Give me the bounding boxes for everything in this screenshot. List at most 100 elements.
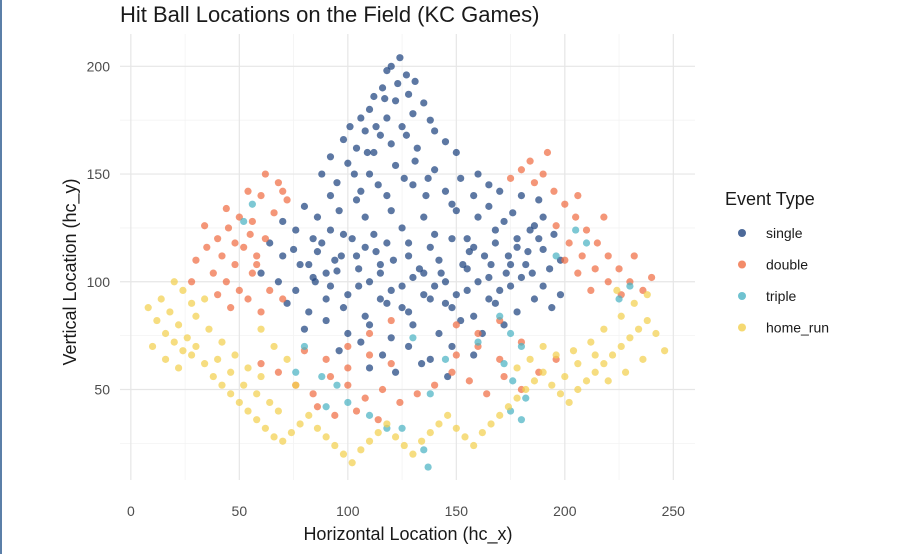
point-single bbox=[383, 114, 391, 122]
point-single bbox=[517, 191, 526, 200]
point-triple bbox=[517, 416, 526, 424]
point-single bbox=[365, 364, 374, 372]
legend-label-home-run: home_run bbox=[766, 320, 829, 336]
point-single bbox=[339, 135, 348, 144]
point-single bbox=[409, 321, 417, 329]
point-single bbox=[376, 295, 384, 303]
point-double bbox=[561, 200, 569, 208]
point-single bbox=[522, 260, 530, 269]
point-home-run bbox=[166, 308, 174, 316]
point-double bbox=[244, 295, 252, 303]
chart-title: Hit Ball Locations on the Field (KC Game… bbox=[120, 2, 539, 27]
point-single bbox=[474, 278, 482, 286]
point-single bbox=[387, 140, 395, 148]
point-triple bbox=[322, 403, 330, 411]
point-triple bbox=[248, 200, 256, 208]
point-home-run bbox=[383, 420, 391, 428]
point-single bbox=[305, 308, 313, 316]
point-home-run bbox=[613, 286, 621, 294]
point-home-run bbox=[587, 338, 595, 346]
point-single bbox=[402, 71, 411, 79]
point-home-run bbox=[287, 428, 296, 437]
point-home-run bbox=[569, 347, 578, 355]
point-home-run bbox=[257, 372, 265, 381]
point-triple bbox=[522, 394, 530, 402]
point-double bbox=[279, 187, 287, 195]
point-single bbox=[474, 170, 482, 178]
point-double bbox=[465, 377, 473, 385]
point-single bbox=[420, 291, 428, 299]
point-single bbox=[339, 230, 348, 238]
point-single bbox=[463, 286, 471, 294]
point-single bbox=[335, 347, 343, 355]
point-single bbox=[506, 260, 515, 269]
point-home-run bbox=[357, 446, 365, 454]
point-single bbox=[370, 148, 378, 157]
point-single bbox=[322, 295, 330, 303]
point-home-run bbox=[643, 316, 651, 325]
point-single bbox=[318, 239, 326, 247]
point-single bbox=[391, 97, 400, 105]
point-single bbox=[376, 269, 384, 277]
point-single bbox=[513, 243, 521, 251]
data-points bbox=[144, 54, 669, 471]
point-single bbox=[289, 245, 298, 254]
point-single bbox=[331, 256, 339, 264]
point-double bbox=[483, 390, 491, 398]
point-double bbox=[326, 372, 335, 381]
point-home-run bbox=[192, 312, 200, 320]
point-single bbox=[400, 174, 408, 182]
point-home-run bbox=[661, 347, 669, 355]
point-double bbox=[500, 372, 508, 381]
point-single bbox=[376, 131, 384, 139]
point-single bbox=[326, 153, 335, 161]
legend-key-triple bbox=[738, 292, 746, 300]
x-tick-label: 0 bbox=[127, 503, 135, 519]
point-single bbox=[539, 282, 547, 290]
point-single bbox=[396, 54, 404, 62]
point-home-run bbox=[539, 342, 547, 351]
point-single bbox=[309, 235, 317, 243]
point-single bbox=[485, 181, 493, 189]
point-single bbox=[485, 295, 493, 303]
point-double bbox=[209, 269, 217, 277]
point-single bbox=[435, 256, 443, 264]
point-single bbox=[452, 148, 460, 157]
point-double bbox=[582, 226, 591, 234]
point-triple bbox=[506, 329, 515, 338]
point-double bbox=[517, 166, 526, 174]
point-single bbox=[387, 334, 395, 342]
point-double bbox=[365, 329, 374, 338]
point-single bbox=[480, 252, 489, 260]
point-single bbox=[365, 170, 374, 178]
point-single bbox=[300, 202, 309, 210]
y-tick-labels: 50 100 150 200 bbox=[87, 58, 111, 397]
point-single bbox=[452, 291, 460, 299]
point-double bbox=[309, 390, 317, 398]
point-home-run bbox=[218, 338, 226, 346]
point-double bbox=[257, 360, 265, 368]
point-home-run bbox=[209, 372, 217, 381]
point-single bbox=[496, 286, 504, 294]
y-tick-label: 100 bbox=[87, 274, 111, 290]
point-home-run bbox=[626, 334, 634, 342]
point-double bbox=[266, 286, 274, 294]
point-double bbox=[474, 329, 482, 338]
point-single bbox=[404, 308, 413, 316]
point-single bbox=[365, 278, 374, 286]
point-home-run bbox=[565, 398, 573, 407]
point-single bbox=[378, 84, 387, 92]
point-double bbox=[574, 191, 582, 200]
point-home-run bbox=[270, 433, 278, 441]
point-home-run bbox=[600, 360, 608, 368]
point-single bbox=[491, 239, 499, 247]
point-single bbox=[550, 230, 558, 238]
point-triple bbox=[626, 282, 634, 290]
point-double bbox=[218, 252, 226, 260]
point-double bbox=[274, 179, 282, 187]
legend: Event Type single double triple home_run bbox=[725, 189, 829, 336]
point-home-run bbox=[574, 360, 582, 368]
point-home-run bbox=[391, 433, 400, 441]
point-single bbox=[485, 202, 493, 210]
